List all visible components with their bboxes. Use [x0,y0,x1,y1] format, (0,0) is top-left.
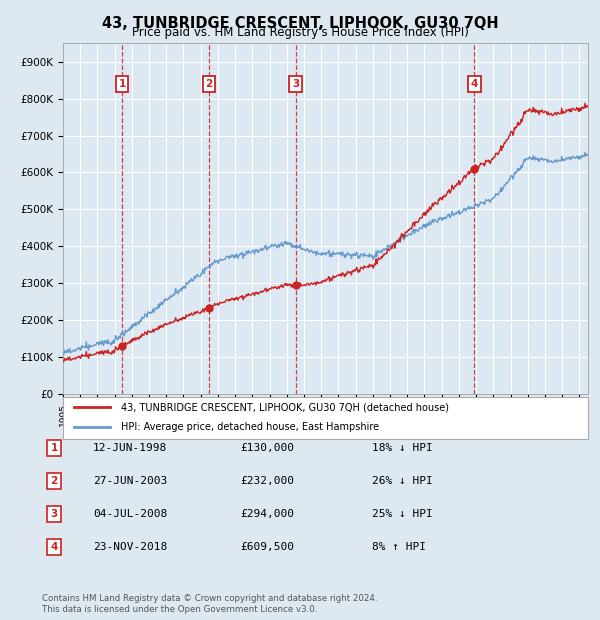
Text: £232,000: £232,000 [240,476,294,486]
Text: 43, TUNBRIDGE CRESCENT, LIPHOOK, GU30 7QH: 43, TUNBRIDGE CRESCENT, LIPHOOK, GU30 7Q… [101,16,499,30]
Text: 8% ↑ HPI: 8% ↑ HPI [372,542,426,552]
Text: 4: 4 [471,79,478,89]
Text: 12-JUN-1998: 12-JUN-1998 [93,443,167,453]
Text: 26% ↓ HPI: 26% ↓ HPI [372,476,433,486]
Text: Contains HM Land Registry data © Crown copyright and database right 2024.
This d: Contains HM Land Registry data © Crown c… [42,595,377,614]
Text: 3: 3 [292,79,299,89]
Text: £130,000: £130,000 [240,443,294,453]
Text: 27-JUN-2003: 27-JUN-2003 [93,476,167,486]
Text: 1: 1 [119,79,126,89]
Text: 25% ↓ HPI: 25% ↓ HPI [372,509,433,519]
Text: 1: 1 [50,443,58,453]
Text: 2: 2 [206,79,213,89]
Text: 18% ↓ HPI: 18% ↓ HPI [372,443,433,453]
Text: 04-JUL-2008: 04-JUL-2008 [93,509,167,519]
Text: Price paid vs. HM Land Registry's House Price Index (HPI): Price paid vs. HM Land Registry's House … [131,26,469,39]
Text: HPI: Average price, detached house, East Hampshire: HPI: Average price, detached house, East… [121,422,379,432]
Text: £294,000: £294,000 [240,509,294,519]
Text: 23-NOV-2018: 23-NOV-2018 [93,542,167,552]
Text: 3: 3 [50,509,58,519]
Text: 4: 4 [50,542,58,552]
Text: 43, TUNBRIDGE CRESCENT, LIPHOOK, GU30 7QH (detached house): 43, TUNBRIDGE CRESCENT, LIPHOOK, GU30 7Q… [121,402,449,412]
Text: £609,500: £609,500 [240,542,294,552]
Text: 2: 2 [50,476,58,486]
